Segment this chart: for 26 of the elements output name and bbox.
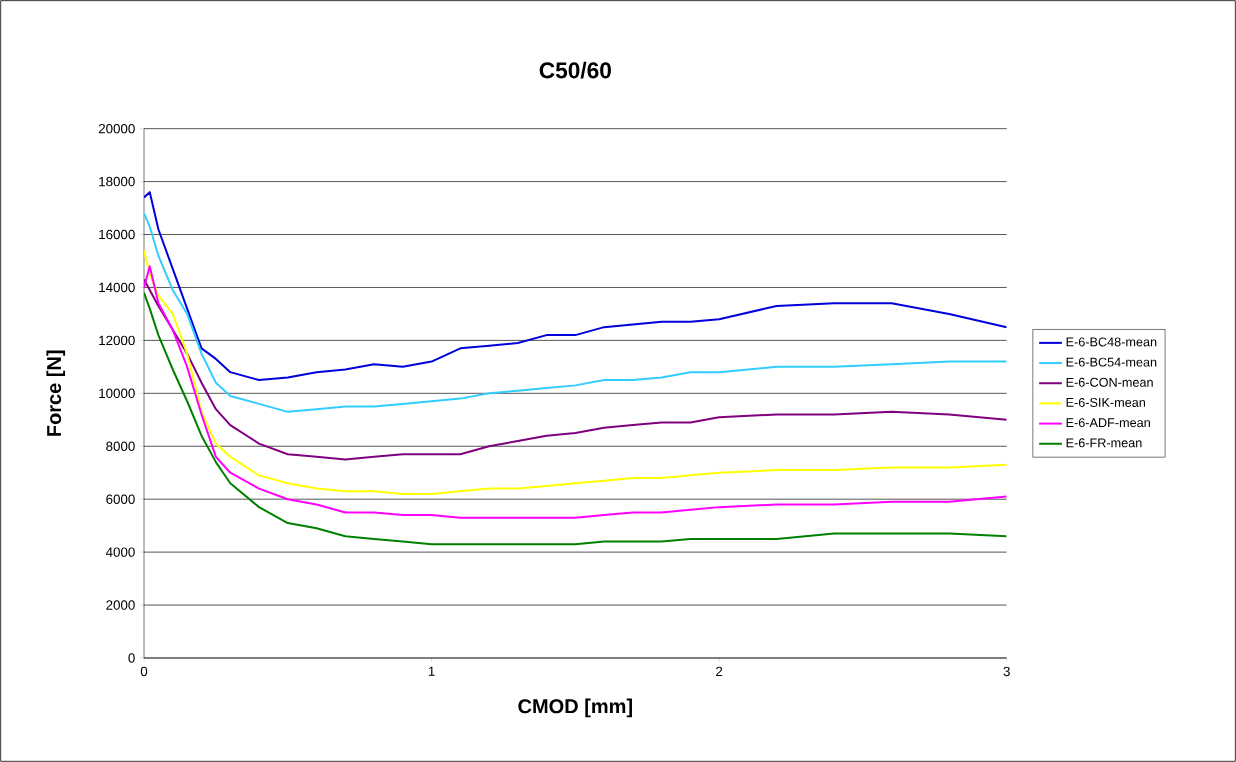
legend-label: E-6-ADF-mean bbox=[1066, 418, 1150, 428]
line-series bbox=[144, 212, 1007, 413]
x-axis-title: CMOD [mm] bbox=[518, 698, 632, 718]
x-tick-label: 1 bbox=[428, 666, 435, 676]
legend-label: E-6-BC54-mean bbox=[1066, 357, 1157, 367]
legend-label: E-6-CON-mean bbox=[1066, 377, 1153, 387]
line-series bbox=[144, 191, 1007, 382]
y-axis-title: Force [N] bbox=[46, 350, 66, 436]
chart-title: C50/60 bbox=[539, 61, 611, 79]
y-tick-label: 20000 bbox=[98, 123, 135, 134]
y-tick-label: 8000 bbox=[106, 441, 135, 451]
legend-label: E-6-SIK-mean bbox=[1066, 397, 1146, 407]
y-tick-label: 0 bbox=[128, 653, 135, 663]
x-tick-label: 2 bbox=[716, 666, 723, 677]
y-tick-label: 2000 bbox=[106, 600, 135, 610]
y-tick-label: 6000 bbox=[106, 494, 135, 504]
x-tick-label: 0 bbox=[140, 666, 148, 677]
y-tick-label: 16000 bbox=[99, 229, 135, 240]
legend-label: E-6-FR-mean bbox=[1066, 438, 1142, 448]
x-tick-label: 3 bbox=[1003, 666, 1010, 677]
y-tick-label: 10000 bbox=[99, 388, 135, 399]
legend-label: E-6-BC48-mean bbox=[1066, 337, 1157, 347]
y-tick-label: 18000 bbox=[99, 176, 135, 187]
y-tick-label: 14000 bbox=[99, 282, 135, 293]
y-tick-label: 4000 bbox=[105, 547, 135, 557]
y-tick-label: 12000 bbox=[99, 335, 135, 346]
